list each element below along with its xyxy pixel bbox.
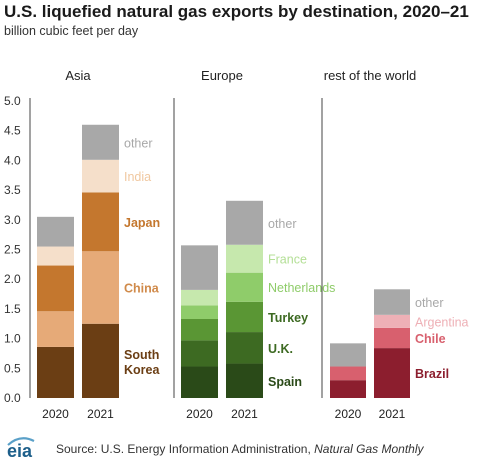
x-tick-label-rest-of-the-world-2020: 2020 xyxy=(335,407,362,421)
bar-asia-india-2020 xyxy=(37,246,74,266)
y-tick-label-3-5: 3.5 xyxy=(4,183,21,197)
series-label-rest-of-the-world-other: other xyxy=(415,296,444,310)
y-tick-label-4-5: 4.5 xyxy=(4,124,21,138)
x-tick-label-asia-2021: 2021 xyxy=(87,407,114,421)
y-tick-label-1-5: 1.5 xyxy=(4,302,21,316)
source-note: Source: U.S. Energy Information Administ… xyxy=(56,442,424,456)
bar-rest-of-the-world-chile-2021 xyxy=(374,327,410,349)
bar-asia-other-2021 xyxy=(82,124,119,160)
chart-title: U.S. liquefied natural gas exports by de… xyxy=(4,2,469,21)
y-tick-label-2-5: 2.5 xyxy=(4,243,21,257)
x-tick-label-europe-2020: 2020 xyxy=(186,407,213,421)
bar-europe-netherlands-2020 xyxy=(181,305,218,319)
bar-europe-france-2020 xyxy=(181,289,218,306)
x-tick-label-europe-2021: 2021 xyxy=(231,407,258,421)
y-tick-label-0-0: 0.0 xyxy=(4,391,21,405)
series-label-asia-japan: Japan xyxy=(124,216,160,230)
bar-rest-of-the-world-argentina-2021 xyxy=(374,314,410,328)
bar-asia-china-2020 xyxy=(37,311,74,347)
bar-europe-other-2020 xyxy=(181,245,218,290)
series-label-europe-other: other xyxy=(268,217,297,231)
bar-europe-france-2021 xyxy=(226,244,263,273)
bar-europe-u-k-2021 xyxy=(226,332,263,364)
y-tick-label-0-5: 0.5 xyxy=(4,361,21,375)
series-label-rest-of-the-world-argentina: Argentina xyxy=(415,315,469,329)
bar-rest-of-the-world-brazil-2021 xyxy=(374,348,410,398)
panel-title-rest-of-the-world: rest of the world xyxy=(324,68,417,83)
series-label-asia-india: India xyxy=(124,170,151,184)
series-label-europe-u-k: U.K. xyxy=(268,342,293,356)
series-label-asia-other: other xyxy=(124,136,153,150)
source-prefix: Source: U.S. Energy Information Administ… xyxy=(56,442,315,456)
series-label-rest-of-the-world-brazil: Brazil xyxy=(415,367,449,381)
bar-asia-india-2021 xyxy=(82,159,119,193)
eia-logo-text: eia xyxy=(7,441,33,460)
y-tick-label-2-0: 2.0 xyxy=(4,272,21,286)
bar-europe-spain-2020 xyxy=(181,366,218,398)
y-tick-label-5-0: 5.0 xyxy=(4,94,21,108)
eia-logo: eia xyxy=(7,437,35,460)
series-label-asia-china: China xyxy=(124,282,160,296)
footer: eia Source: U.S. Energy Information Admi… xyxy=(4,436,476,460)
panel-title-europe: Europe xyxy=(201,68,243,83)
y-tick-label-3-0: 3.0 xyxy=(4,213,21,227)
bar-europe-other-2021 xyxy=(226,200,263,245)
bar-asia-china-2021 xyxy=(82,251,119,324)
bar-rest-of-the-world-other-2020 xyxy=(330,343,366,367)
x-tick-label-asia-2020: 2020 xyxy=(42,407,69,421)
series-label-asia-south-korea-1: Korea xyxy=(124,363,160,377)
y-tick-label-4-0: 4.0 xyxy=(4,153,21,167)
series-label-europe-spain: Spain xyxy=(268,375,302,389)
bar-rest-of-the-world-chile-2020 xyxy=(330,366,366,381)
bar-asia-south-korea-2020 xyxy=(37,346,74,398)
bar-rest-of-the-world-other-2021 xyxy=(374,289,410,315)
series-label-rest-of-the-world-chile: Chile xyxy=(415,332,446,346)
series-label-europe-netherlands: Netherlands xyxy=(268,281,335,295)
series-label-asia-south-korea-0: South xyxy=(124,348,159,362)
bar-europe-u-k-2020 xyxy=(181,340,218,367)
series-label-europe-turkey: Turkey xyxy=(268,311,308,325)
bar-europe-netherlands-2021 xyxy=(226,272,263,302)
series-label-europe-france: France xyxy=(268,253,307,267)
chart-subtitle: billion cubic feet per day xyxy=(4,24,139,38)
y-tick-label-1-0: 1.0 xyxy=(4,332,21,346)
bar-europe-turkey-2020 xyxy=(181,318,218,341)
bar-asia-japan-2021 xyxy=(82,192,119,252)
bar-europe-spain-2021 xyxy=(226,363,263,398)
bar-asia-japan-2020 xyxy=(37,265,74,312)
source-publication: Natural Gas Monthly xyxy=(314,442,424,456)
panel-title-asia: Asia xyxy=(65,68,91,83)
x-tick-label-rest-of-the-world-2021: 2021 xyxy=(379,407,406,421)
bar-asia-south-korea-2021 xyxy=(82,323,119,398)
bar-europe-turkey-2021 xyxy=(226,301,263,333)
bar-asia-other-2020 xyxy=(37,216,74,247)
bar-rest-of-the-world-brazil-2020 xyxy=(330,380,366,398)
